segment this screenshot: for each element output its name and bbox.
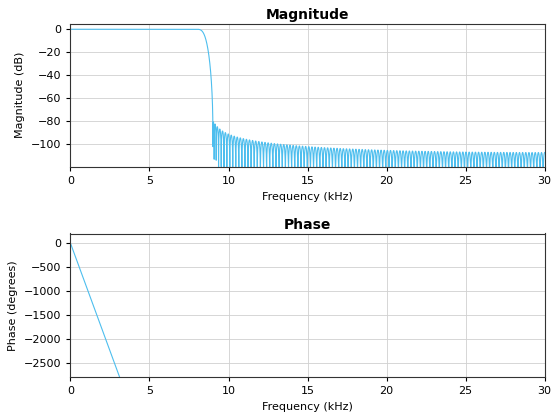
Title: Magnitude: Magnitude bbox=[266, 8, 349, 22]
X-axis label: Frequency (kHz): Frequency (kHz) bbox=[262, 192, 353, 202]
Title: Phase: Phase bbox=[284, 218, 331, 232]
X-axis label: Frequency (kHz): Frequency (kHz) bbox=[262, 402, 353, 412]
Y-axis label: Magnitude (dB): Magnitude (dB) bbox=[16, 52, 25, 139]
Y-axis label: Phase (degrees): Phase (degrees) bbox=[8, 260, 18, 351]
